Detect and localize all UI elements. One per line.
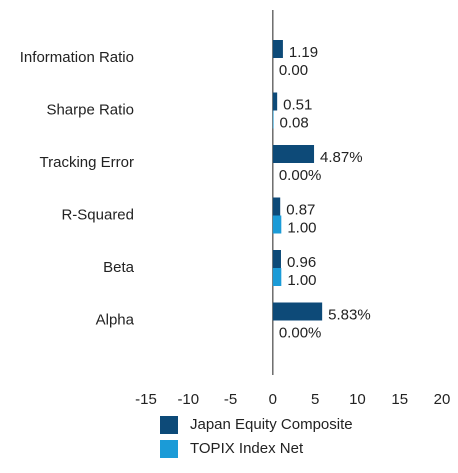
value-label: 0.87 (286, 201, 315, 218)
category-label: R-Squared (61, 206, 134, 223)
x-tick-label: -5 (224, 391, 237, 408)
x-tick-label: 5 (311, 391, 319, 408)
category-label: Sharpe Ratio (46, 101, 134, 118)
value-label: 1.00 (287, 219, 316, 236)
value-label: 0.96 (287, 254, 316, 271)
bar (272, 145, 315, 163)
value-label: 5.83% (328, 306, 371, 323)
bar (272, 110, 274, 129)
bar (272, 250, 281, 268)
value-label: 1.00 (287, 272, 316, 289)
x-tick-label: -15 (135, 391, 157, 408)
category-label: Alpha (96, 311, 135, 328)
value-label: 0.08 (280, 114, 309, 131)
bar (272, 197, 281, 216)
value-label: 1.19 (289, 44, 318, 61)
legend-swatch (160, 416, 178, 434)
bar (272, 215, 282, 234)
x-tick-label: 15 (391, 391, 408, 408)
bar (272, 92, 278, 111)
legend-label: Japan Equity Composite (190, 416, 353, 433)
x-tick-label: -10 (177, 391, 199, 408)
category-label: Beta (103, 259, 135, 276)
value-label: 0.51 (283, 96, 312, 113)
value-label: 0.00 (279, 62, 308, 79)
value-label: 0.00% (279, 324, 322, 341)
value-label: 0.00% (279, 167, 322, 184)
bar (272, 40, 283, 58)
bar (272, 268, 282, 286)
x-tick-label: 10 (349, 391, 366, 408)
category-label: Tracking Error (40, 154, 134, 171)
legend-swatch (160, 440, 178, 458)
x-tick-label: 20 (434, 391, 451, 408)
bar (272, 302, 323, 321)
value-label: 4.87% (320, 149, 363, 166)
category-label: Information Ratio (20, 49, 134, 66)
x-tick-label: 0 (269, 391, 277, 408)
legend-label: TOPIX Index Net (190, 440, 304, 457)
